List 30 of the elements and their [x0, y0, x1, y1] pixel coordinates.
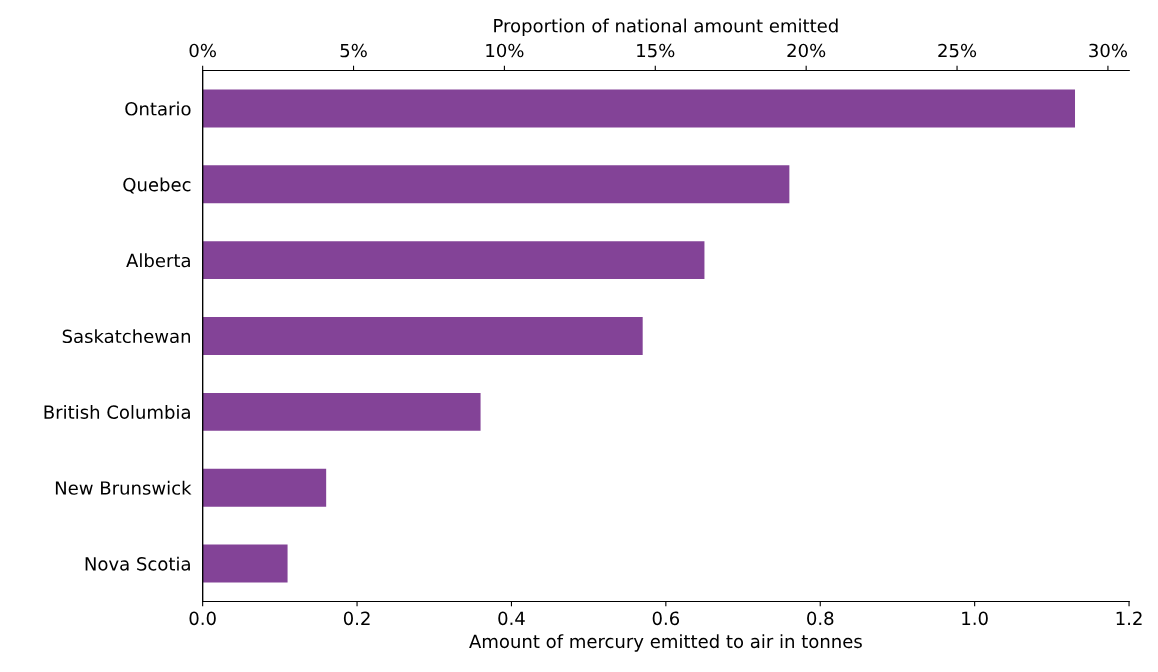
x-tick-label: 0.4	[498, 611, 525, 626]
bar	[202, 544, 288, 583]
bar	[202, 392, 481, 431]
y-tick-label: New Brunswick	[55, 480, 192, 495]
y-tick-label: Saskatchewan	[62, 329, 191, 344]
x-tick-label: 1.0	[962, 611, 988, 626]
y-tick-label: Alberta	[126, 253, 190, 268]
x-tick-label: 1.2	[1116, 611, 1142, 625]
x2-tick-label: 10%	[486, 43, 524, 58]
bar	[202, 241, 705, 280]
y-tick-label: Ontario	[125, 101, 191, 116]
y-tick-label: British Columbia	[44, 404, 190, 419]
y-tick-label: Quebec	[123, 177, 191, 194]
x-tick-label: 0.0	[189, 611, 216, 626]
x2-tick-label: 30%	[1089, 43, 1127, 58]
x-tick-label: 0.2	[343, 611, 370, 626]
x-tick-label: 0.6	[652, 611, 680, 626]
x-tick-label: 0.8	[807, 611, 834, 626]
x-axis-title: Amount of mercury emitted to air in tonnes	[469, 634, 862, 652]
y-tick-label: Nova Scotia	[85, 556, 190, 571]
x2-tick-label: 15%	[637, 43, 675, 58]
x2-tick-label: 20%	[787, 43, 826, 58]
bar	[202, 89, 1076, 128]
x2-tick-label: 5%	[340, 43, 367, 58]
bar	[202, 165, 790, 204]
x2-tick-label: 0%	[189, 43, 216, 58]
x2-axis-title: Proportion of national amount emitted	[494, 18, 838, 37]
bar	[202, 317, 643, 355]
x2-tick-label: 25%	[938, 43, 977, 58]
bar	[202, 468, 327, 507]
